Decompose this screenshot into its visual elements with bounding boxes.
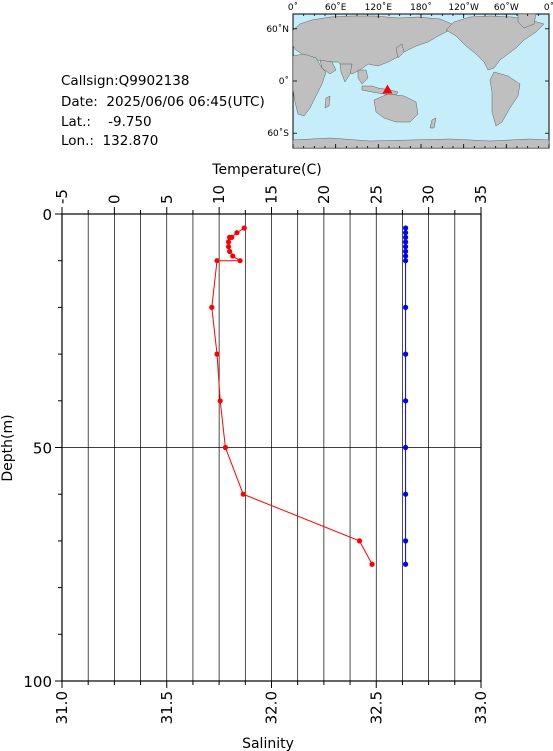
temperature-point <box>214 351 220 357</box>
date-value: 2025/06/06 06:45(UTC) <box>106 94 265 110</box>
map-lat-label: 60˚S <box>267 128 289 139</box>
temperature-tick-label: 30 <box>420 185 438 204</box>
lon-label: Lon.: <box>61 133 94 149</box>
temperature-point <box>369 561 375 567</box>
salinity-tick-label: 31.5 <box>158 691 176 724</box>
temperature-point <box>227 234 233 240</box>
temperature-point <box>240 491 246 497</box>
salinity-point <box>402 248 409 254</box>
depth-tick-label: 100 <box>23 673 52 691</box>
salinity-point <box>402 244 409 250</box>
data-series <box>209 225 409 567</box>
temperature-point <box>214 258 220 264</box>
land-arabia <box>319 59 337 75</box>
temperature-tick-label: 10 <box>210 185 228 204</box>
date-label: Date: <box>61 94 98 110</box>
temperature-tick-label: 20 <box>315 185 333 204</box>
map-lat-label: 60˚N <box>266 24 289 35</box>
lat-value: -9.750 <box>108 114 152 130</box>
map-lon-label: 0˚ <box>288 2 298 13</box>
map-landmasses <box>292 13 550 149</box>
callsign-text: Callsign:Q9902138 <box>61 73 190 89</box>
map-lon-label: 60˚E <box>325 2 347 13</box>
temperature-point <box>356 538 363 544</box>
land-new-zealand <box>429 117 437 129</box>
temperature-tick-label: 35 <box>472 185 490 204</box>
date-text: Date: 2025/06/06 06:45(UTC) <box>61 94 265 110</box>
salinity-axis-title: Salinity <box>242 736 294 751</box>
salinity-point <box>402 561 409 567</box>
land-japan <box>395 43 405 59</box>
map-lon-label: 180˚ <box>410 2 432 13</box>
map-lon-label: 60˚W <box>494 2 519 13</box>
temperature-point <box>209 304 215 310</box>
lat-text: Lat.: -9.750 <box>61 114 152 130</box>
salinity-point <box>402 491 409 497</box>
temperature-tick-label: 25 <box>367 185 385 204</box>
salinity-point <box>402 239 409 245</box>
salinity-point <box>402 225 409 231</box>
temperature-point <box>241 225 247 231</box>
land-north-america <box>445 15 545 71</box>
temperature-tick-label: 5 <box>158 194 176 204</box>
lon-text: Lon.: 132.870 <box>61 133 159 149</box>
lon-value: 132.870 <box>102 133 159 149</box>
land-greenland <box>517 13 537 29</box>
temperature-point <box>237 258 243 264</box>
temperature-point <box>222 444 229 451</box>
depth-axis-title: Depth(m) <box>0 414 16 481</box>
salinity-tick-label: 32.5 <box>367 691 385 724</box>
salinity-point <box>402 398 409 404</box>
map-lon-label: 0˚ <box>544 2 553 13</box>
temperature-point <box>225 239 232 245</box>
map-ticks <box>292 14 550 148</box>
chart-grid <box>62 214 481 681</box>
salinity-point <box>402 351 409 357</box>
salinity-tick-label: 32.0 <box>263 691 281 724</box>
location-map: 0˚ 60˚E 120˚E 180˚ 120˚W 60˚W 0˚ 60˚N 0˚ 60˚S <box>266 2 553 149</box>
depth-tick-label: 50 <box>33 440 52 458</box>
salinity-tick-label: 33.0 <box>472 691 490 724</box>
float-marker-icon <box>382 84 393 94</box>
map-lon-label: 120˚E <box>365 2 393 13</box>
salinity-point <box>402 258 409 264</box>
land-australia <box>373 93 419 123</box>
temperature-point <box>234 230 240 236</box>
depth-tick-label: 0 <box>42 206 52 224</box>
temperature-point <box>227 248 233 254</box>
callsign-value: Q9902138 <box>118 73 190 89</box>
temperature-tick-label: 0 <box>105 194 123 204</box>
salinity-point <box>402 253 409 259</box>
temperature-point <box>225 244 232 250</box>
temperature-profile-line <box>211 227 373 565</box>
salinity-point <box>402 234 409 240</box>
land-africa <box>292 53 327 117</box>
temperature-axis-title: Temperature(C) <box>211 162 321 178</box>
salinity-tick-label: 31.0 <box>53 691 71 724</box>
temperature-point <box>217 398 223 404</box>
temperature-tick-label: 15 <box>263 185 281 204</box>
land-india <box>339 63 353 83</box>
salinity-point <box>402 230 409 236</box>
map-lat-label: 0˚ <box>279 76 289 87</box>
salinity-point <box>402 304 409 310</box>
lat-label: Lat.: <box>61 114 91 130</box>
salinity-point <box>402 444 409 451</box>
map-lon-label: 120˚W <box>448 2 479 13</box>
salinity-point <box>402 538 409 544</box>
land-se-asia <box>357 69 369 85</box>
callsign-label: Callsign: <box>61 73 119 89</box>
map-labels: 0˚ 60˚E 120˚E 180˚ 120˚W 60˚W 0˚ 60˚N 0˚ 60˚S <box>266 2 553 139</box>
float-location-marker <box>382 84 393 94</box>
temperature-point <box>230 253 236 259</box>
axis-ticks <box>55 207 482 688</box>
land-south-america <box>489 71 521 127</box>
temperature-tick-label: -5 <box>53 189 71 204</box>
land-madagascar <box>324 95 331 109</box>
